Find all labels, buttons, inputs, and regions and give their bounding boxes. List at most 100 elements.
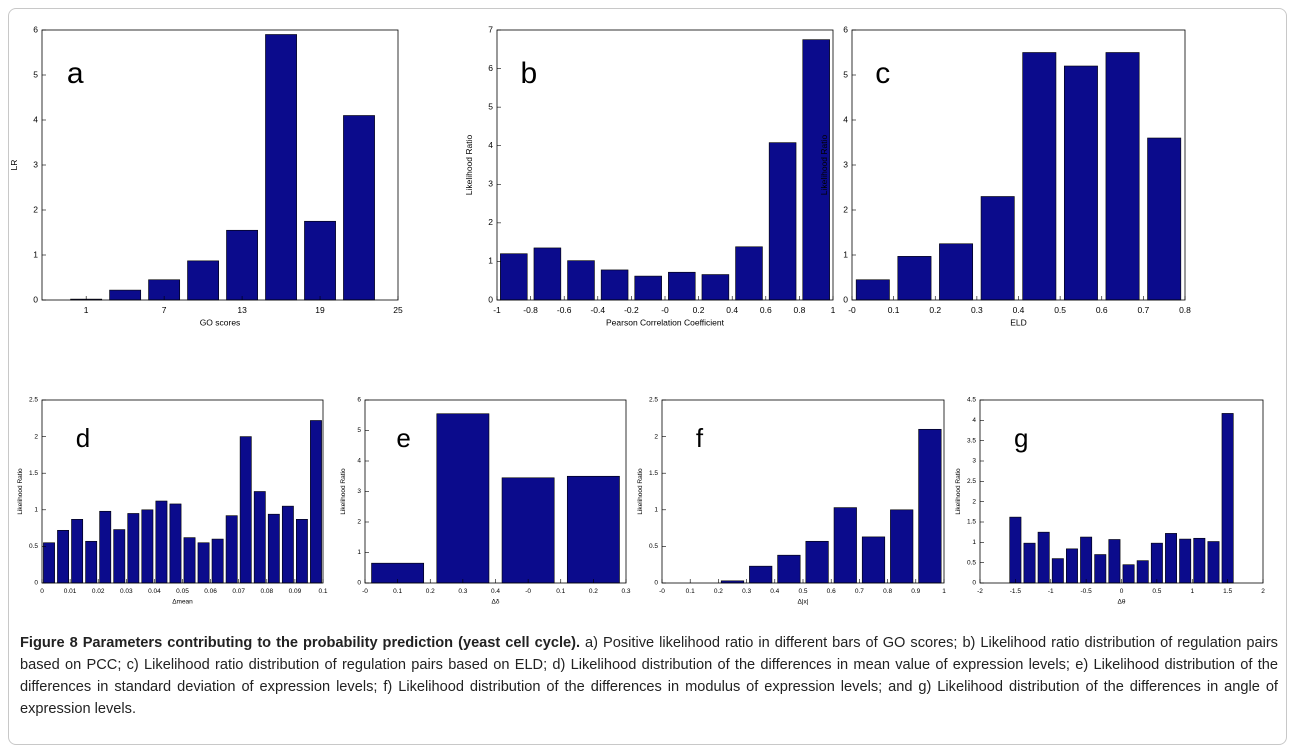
bar: [1122, 564, 1135, 584]
y-tick-label: 2.5: [967, 478, 976, 485]
x-tick-label: -1: [1048, 588, 1054, 595]
bar: [939, 243, 974, 301]
bar: [668, 271, 696, 301]
bar: [1193, 537, 1206, 584]
y-tick-label: 1: [654, 507, 658, 514]
bar: [980, 196, 1015, 301]
x-tick-label: -0: [661, 305, 669, 315]
x-tick-label: 0.2: [714, 588, 723, 595]
y-tick-label: 4.5: [967, 397, 976, 404]
x-axis-label: GO scores: [200, 317, 241, 327]
x-tick-label: 0.2: [693, 305, 705, 315]
y-tick-label: 2: [34, 433, 38, 440]
y-tick-label: 1.5: [649, 470, 658, 477]
bar: [533, 247, 562, 301]
bar: [99, 510, 112, 584]
y-tick-label: 5: [357, 427, 361, 434]
x-tick-label: 0.05: [176, 588, 189, 595]
y-tick-label: 0.5: [967, 559, 976, 566]
x-tick-label: 1: [942, 588, 946, 595]
y-tick-label: 3: [357, 488, 361, 495]
y-tick-label: 4: [488, 140, 493, 150]
bar: [600, 269, 629, 301]
bar: [1037, 531, 1050, 584]
bar: [155, 500, 168, 584]
y-axis-label: Likelihood Ratio: [464, 134, 474, 195]
bar: [113, 529, 126, 584]
panel-letter: e: [396, 423, 410, 453]
bar: [343, 115, 375, 301]
bar: [141, 509, 154, 584]
y-tick-label: 1: [488, 256, 493, 266]
x-tick-label: -0.2: [624, 305, 639, 315]
bar: [805, 540, 829, 584]
bar: [566, 475, 620, 584]
x-tick-label: -0: [848, 305, 856, 315]
x-tick-label: 0.7: [855, 588, 864, 595]
y-tick-label: 0: [33, 294, 38, 304]
x-tick-label: 0.09: [289, 588, 302, 595]
x-tick-label: -1.5: [1010, 588, 1022, 595]
x-tick-label: 0.1: [888, 305, 900, 315]
y-tick-label: 3.5: [967, 437, 976, 444]
y-tick-label: 3: [488, 179, 493, 189]
x-tick-label: -1: [493, 305, 501, 315]
y-tick-label: 0: [972, 580, 976, 587]
x-tick-label: 0.01: [64, 588, 77, 595]
x-tick-label: 0.3: [621, 588, 630, 595]
y-tick-label: 5: [488, 101, 493, 111]
y-tick-label: 0: [488, 294, 493, 304]
y-tick-label: 1: [972, 539, 976, 546]
y-tick-label: 2: [654, 433, 658, 440]
x-tick-label: -0: [525, 588, 531, 595]
y-tick-label: 0: [654, 580, 658, 587]
bar: [918, 428, 942, 584]
y-tick-label: 4: [33, 114, 38, 124]
bar: [1080, 536, 1093, 584]
x-tick-label: 0.8: [883, 588, 892, 595]
x-tick-label: 0.5: [798, 588, 807, 595]
y-tick-label: 2.5: [29, 397, 38, 404]
bar: [197, 542, 210, 584]
bar: [1165, 533, 1177, 584]
y-tick-label: 1.5: [29, 470, 38, 477]
panel-letter: b: [521, 57, 538, 90]
y-axis-label: LR: [9, 160, 19, 171]
y-tick-label: 2: [972, 498, 976, 505]
x-tick-label: -0.5: [1081, 588, 1093, 595]
y-axis-label: Likelihood Ratio: [955, 468, 962, 515]
bar: [861, 536, 886, 584]
figure-frame: [8, 8, 1287, 745]
x-axis-label: Δδ: [492, 599, 500, 606]
bar: [897, 256, 932, 301]
y-axis-label: Likelihood Ratio: [637, 468, 644, 515]
x-tick-label: 13: [237, 305, 247, 315]
x-tick-label: -0: [659, 588, 665, 595]
y-tick-label: 0: [34, 580, 38, 587]
y-axis-label: Likelihood Ratio: [17, 468, 24, 515]
bar: [57, 529, 69, 584]
panel-letter: c: [875, 57, 890, 90]
bar: [1221, 413, 1234, 584]
x-tick-label: -0: [362, 588, 368, 595]
y-tick-label: 0.5: [649, 543, 658, 550]
y-tick-label: 3: [33, 159, 38, 169]
bar: [436, 413, 490, 584]
x-tick-label: 1: [831, 305, 836, 315]
x-tick-label: 0.6: [827, 588, 836, 595]
x-tick-label: 0.6: [1096, 305, 1108, 315]
bar: [1105, 52, 1140, 301]
x-tick-label: 0.02: [92, 588, 105, 595]
x-tick-label: 0.4: [770, 588, 779, 595]
bar: [802, 39, 830, 301]
y-axis-label: Likelihood Ratio: [819, 134, 829, 195]
caption: Figure 8 Parameters contributing to the …: [20, 632, 1278, 720]
x-tick-label: 0.4: [726, 305, 738, 315]
y-tick-label: 1.5: [967, 519, 976, 526]
x-tick-label: 0.07: [232, 588, 245, 595]
x-tick-label: 25: [393, 305, 403, 315]
x-tick-label: 7: [162, 305, 167, 315]
x-tick-label: 0.9: [911, 588, 920, 595]
bar: [890, 509, 914, 584]
bar: [211, 538, 224, 584]
